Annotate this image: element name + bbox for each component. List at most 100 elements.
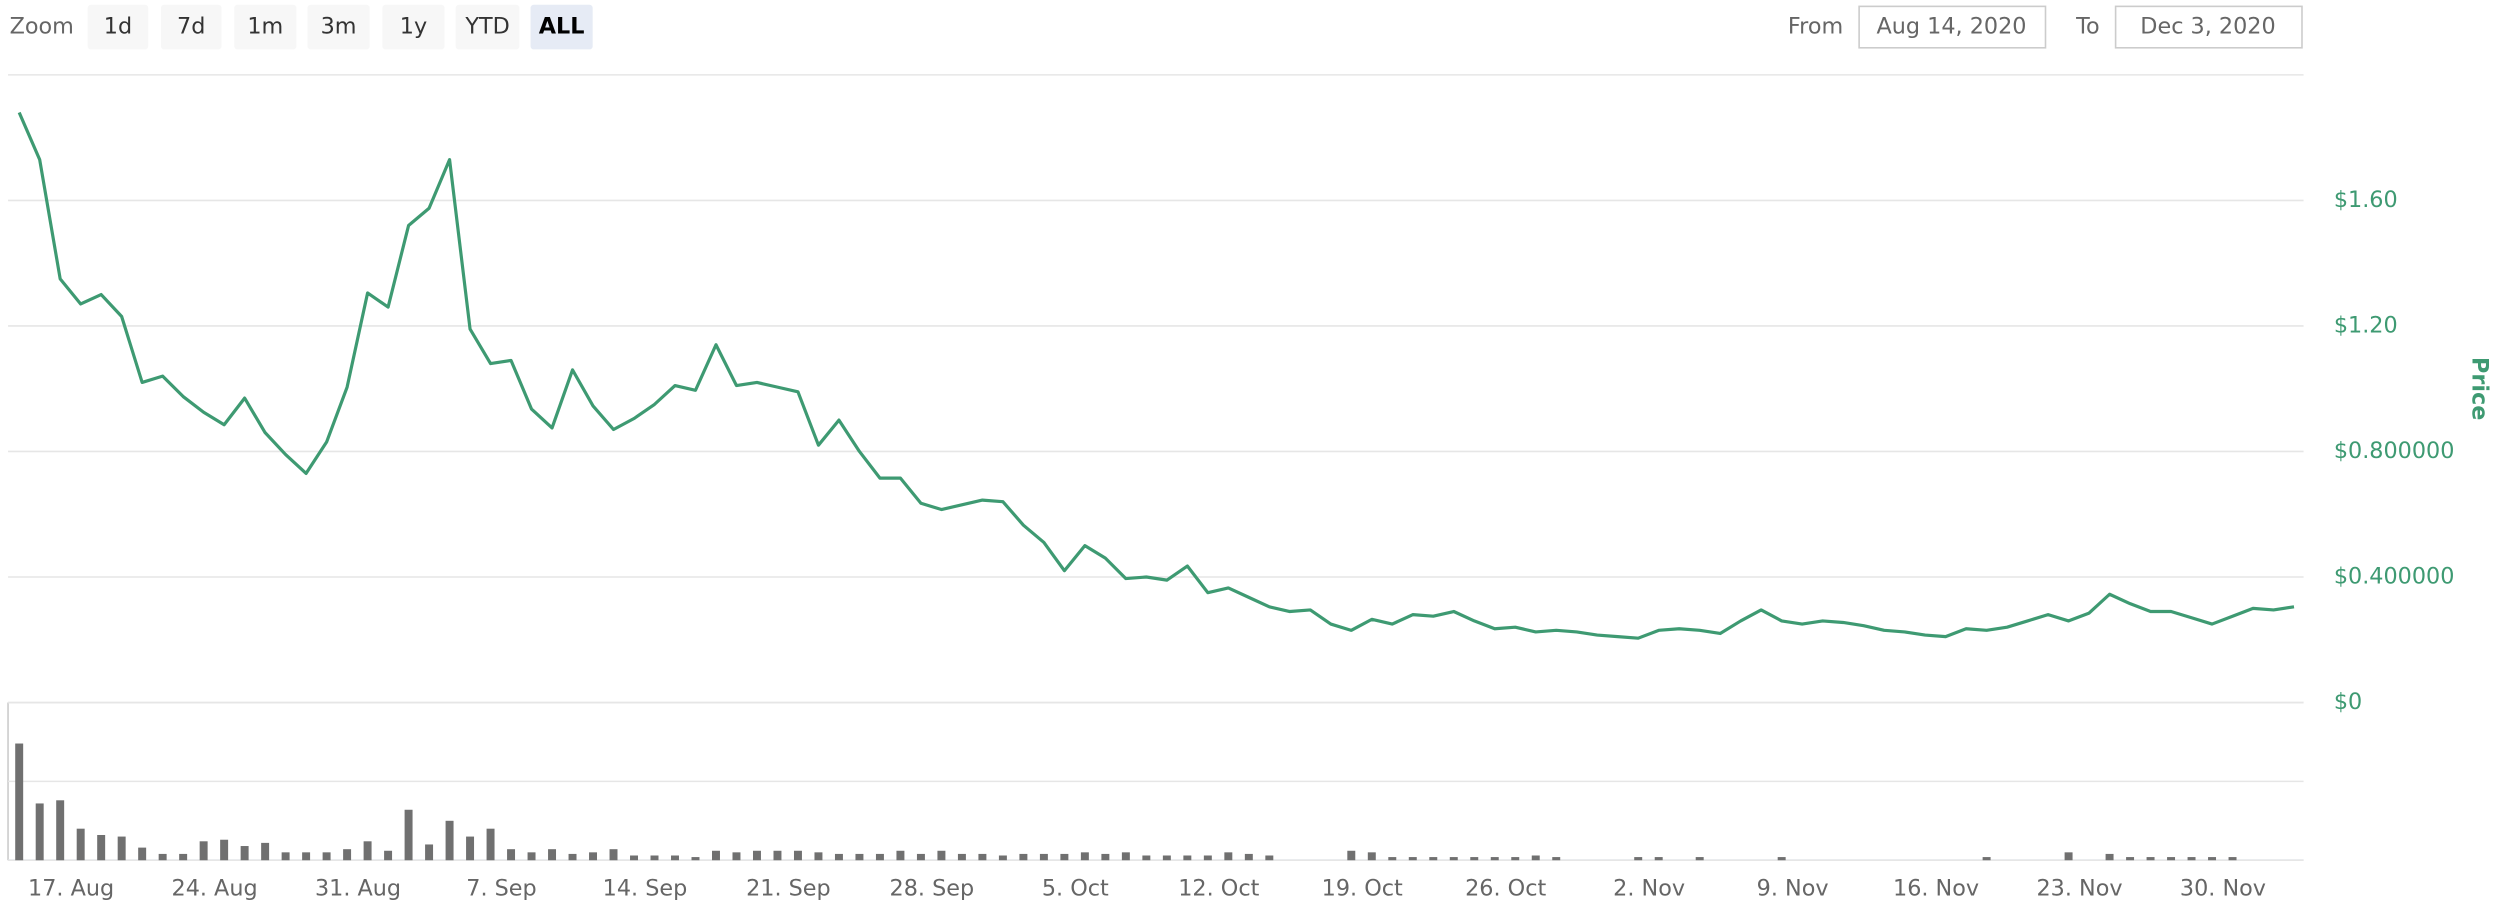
volume-bar (199, 841, 208, 861)
volume-bar (117, 836, 126, 861)
volume-bar (466, 836, 475, 861)
volume-bar (773, 850, 782, 861)
volume-bar (76, 828, 85, 861)
x-tick-label: 19. Oct (1322, 875, 1403, 901)
x-tick-label: 31. Aug (315, 875, 401, 901)
y-tick-label: $0.800000 (2334, 438, 2455, 464)
x-tick-label: 28. Sep (890, 875, 975, 901)
x-tick-label: 30. Nov (2180, 875, 2266, 901)
volume-bar (609, 849, 618, 861)
y-axis-title: Price (2466, 357, 2492, 420)
volume-bar (548, 849, 557, 861)
y-tick-label: $1.60 (2334, 187, 2398, 213)
zoom-button[interactable] (234, 4, 297, 50)
to-input[interactable] (2114, 5, 2303, 49)
volume-bar (158, 853, 167, 861)
volume-bar (1552, 857, 1561, 861)
volume-bar (2208, 857, 2217, 861)
volume-bar (261, 842, 270, 861)
volume-bar (937, 850, 946, 861)
volume-bar (630, 855, 638, 861)
zoom-button-label: ALL (539, 14, 585, 40)
x-tick-label: 14. Sep (603, 875, 688, 901)
volume-bar (957, 853, 966, 861)
from-input[interactable] (1858, 5, 2047, 49)
volume-bar (732, 852, 741, 861)
volume-bar (1388, 857, 1397, 861)
volume-bar (322, 852, 331, 861)
x-tick-label: 24. Aug (172, 875, 258, 901)
volume-bar (404, 809, 413, 861)
volume-bar (568, 853, 577, 861)
volume-bar (2064, 852, 2073, 861)
volume-bar (15, 743, 24, 861)
x-tick-label: 9. Nov (1757, 875, 1829, 901)
volume-bar (2167, 857, 2176, 861)
x-tick-label: 16. Nov (1893, 875, 1979, 901)
volume-bar (302, 852, 311, 861)
volume-bar (691, 857, 700, 861)
volume-bar (1224, 852, 1233, 861)
volume-bar (1470, 857, 1479, 861)
zoom-label: Zoom (10, 14, 74, 40)
x-tick-label: 5. Oct (1042, 875, 1109, 901)
zoom-button[interactable] (160, 4, 222, 50)
zoom-button-label: 1m (247, 14, 283, 40)
volume-bar (220, 839, 229, 861)
volume-bar (1121, 852, 1130, 861)
volume-bar (425, 844, 434, 861)
volume-bar (507, 849, 516, 861)
volume-bar (281, 852, 290, 861)
x-tick-label: 7. Sep (466, 875, 536, 901)
volume-bar (1367, 852, 1376, 861)
y-tick-label: $1.20 (2334, 312, 2398, 338)
volume-bar (589, 852, 598, 861)
volume-bar (1019, 853, 1028, 861)
volume-bar (1490, 857, 1499, 861)
volume-bar (671, 855, 679, 861)
volume-bar (2126, 857, 2135, 861)
zoom-button-label: 1y (400, 14, 427, 40)
volume-bar (1408, 857, 1417, 861)
volume-bar (97, 834, 106, 861)
zoom-button[interactable] (87, 4, 149, 50)
zoom-button[interactable] (307, 4, 370, 50)
volume-bar (384, 850, 393, 861)
volume-bar (445, 820, 454, 861)
to-label: To (2075, 14, 2099, 40)
x-tick-label: 26. Oct (1465, 875, 1546, 901)
x-tick-label: 23. Nov (2036, 875, 2122, 901)
y-tick-label: $0 (2334, 689, 2362, 715)
volume-bar (1531, 855, 1540, 861)
from-value: Aug 14, 2020 (1877, 14, 2027, 40)
volume-bar (1634, 857, 1643, 861)
zoom-button[interactable] (455, 4, 520, 50)
volume-bar (486, 828, 495, 861)
volume-bar (343, 849, 352, 861)
zoom-button[interactable] (382, 4, 445, 50)
volume-bar (1449, 857, 1458, 861)
from-label: From (1788, 14, 1843, 40)
volume-bar (35, 803, 44, 861)
volume-bar (1429, 857, 1438, 861)
x-tick-label: 12. Oct (1178, 875, 1259, 901)
volume-bar (875, 853, 884, 861)
zoom-button-label: YTD (464, 14, 509, 40)
volume-bar (2228, 857, 2237, 861)
volume-bar (1347, 850, 1356, 861)
price-line (17, 111, 2295, 640)
volume-bar (1654, 857, 1663, 861)
volume-bar (138, 847, 147, 861)
to-value: Dec 3, 2020 (2140, 14, 2275, 40)
y-tick-label: $0.400000 (2334, 563, 2455, 589)
volume-bar (855, 853, 864, 861)
volume-bar (978, 853, 987, 861)
volume-bar (2146, 857, 2155, 861)
x-tick-label: 17. Aug (28, 875, 114, 901)
volume-bar (240, 846, 249, 861)
volume-bar (1244, 853, 1253, 861)
volume-bar (1511, 857, 1520, 861)
zoom-button[interactable] (530, 4, 593, 50)
volume-bar (2187, 857, 2196, 861)
